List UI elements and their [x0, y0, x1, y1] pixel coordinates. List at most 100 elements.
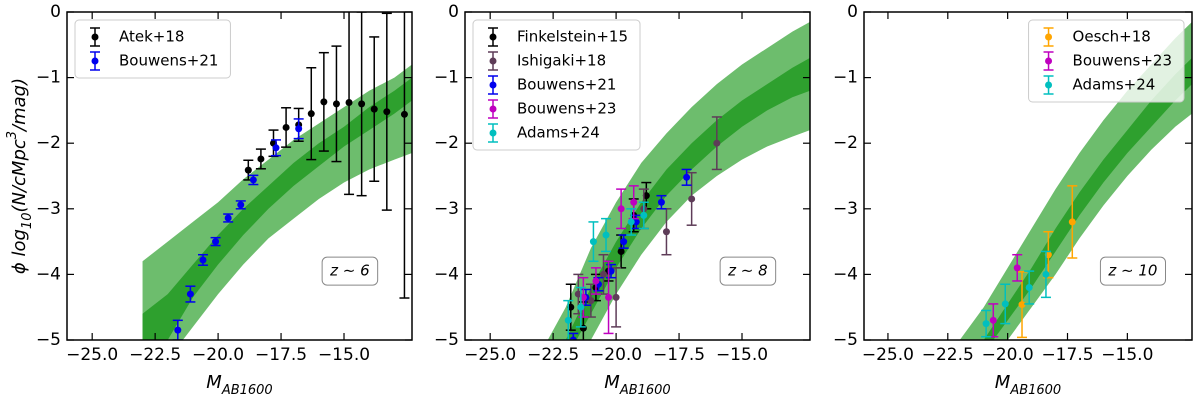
y-label-part: (N/cMpc: [9, 139, 30, 212]
marker: [630, 198, 638, 206]
marker: [358, 100, 366, 108]
marker: [577, 303, 585, 311]
x-axis-label: MAB1600: [995, 372, 1061, 398]
annotation: z ∼ 8: [727, 262, 768, 280]
legend-label: Ishigaki+18: [517, 52, 606, 70]
plot-area: [142, 12, 412, 340]
marker: [282, 123, 290, 131]
marker: [688, 195, 696, 203]
marker: [370, 105, 378, 113]
annotation-box: [1099, 256, 1166, 286]
marker: [989, 316, 997, 324]
annotation: z ∼ 10: [1107, 262, 1157, 280]
marker: [662, 228, 670, 236]
marker: [237, 201, 245, 209]
marker: [592, 277, 600, 285]
marker: [1001, 300, 1009, 308]
x-tick-label: −15.0: [1101, 345, 1153, 365]
marker: [683, 173, 691, 181]
x-tick-label: −20.0: [982, 345, 1034, 365]
y-tick-label: 0: [50, 2, 61, 22]
marker: [602, 231, 610, 239]
marker: [982, 320, 990, 328]
legend-marker: [1045, 57, 1053, 65]
y-label-part: ϕ log: [9, 229, 30, 274]
marker: [579, 293, 587, 301]
marker: [332, 100, 340, 108]
marker: [627, 218, 635, 226]
legend-marker: [489, 33, 497, 41]
legend-label: Oesch+18: [1073, 28, 1151, 46]
y-tick-label: −5: [434, 330, 459, 350]
x-tick-label: −25.0: [862, 345, 914, 365]
legend-label: Adams+24: [1073, 76, 1156, 94]
x-label-part: AB1600: [1009, 383, 1061, 398]
legend-marker: [489, 81, 497, 89]
legend-label: Bouwens+23: [517, 100, 616, 118]
marker: [400, 110, 408, 118]
y-tick-label: −4: [36, 264, 61, 284]
marker: [589, 238, 597, 246]
x-label-part: AB1600: [619, 383, 671, 398]
marker: [1013, 264, 1021, 272]
marker: [244, 166, 252, 174]
y-tick-label: 0: [448, 2, 459, 22]
marker: [564, 316, 572, 324]
y-tick-label: −4: [434, 264, 459, 284]
legend-marker: [1045, 33, 1053, 41]
y-tick-label: 0: [847, 2, 858, 22]
axes-frame: [66, 11, 413, 341]
y-axis-label: ϕ log10(N/cMpc3/mag): [5, 78, 35, 274]
marker: [383, 108, 391, 116]
y-tick-label: −4: [833, 264, 858, 284]
marker: [569, 336, 577, 340]
axes-frame: [464, 11, 811, 341]
annotation: z ∼ 6: [329, 262, 370, 280]
axes-frame: [863, 11, 1193, 341]
marker: [574, 290, 582, 298]
marker: [640, 211, 648, 219]
x-tick-label: −25.0: [66, 345, 118, 365]
legend-box: [1028, 19, 1185, 103]
marker: [605, 293, 613, 301]
legend-marker: [489, 57, 497, 65]
y-tick-label: −1: [36, 68, 61, 88]
y-tick-label: −1: [434, 68, 459, 88]
y-tick-label: −5: [36, 330, 61, 350]
marker: [295, 125, 303, 133]
y-tick-label: −2: [434, 133, 459, 153]
y-label-part: 3: [5, 131, 20, 139]
marker: [567, 303, 575, 311]
y-tick-label: −5: [833, 330, 858, 350]
x-label-part: AB1600: [221, 383, 273, 398]
y-tick-label: −2: [36, 133, 61, 153]
marker: [320, 98, 328, 106]
x-label-part: M: [995, 372, 1011, 393]
legend-box: [74, 19, 231, 79]
marker: [620, 238, 628, 246]
legend-marker: [489, 105, 497, 113]
legend-label: Atek+18: [119, 28, 184, 46]
marker: [199, 256, 207, 264]
x-tick-label: −17.5: [255, 345, 307, 365]
y-label-part: /mag): [9, 78, 30, 133]
x-tick-label: −22.5: [527, 345, 579, 365]
plot-area: [547, 21, 810, 340]
legend-label: Bouwens+23: [1073, 52, 1172, 70]
marker: [600, 270, 608, 278]
x-tick-label: −17.5: [653, 345, 705, 365]
legend: Atek+18 Bouwens+21: [74, 19, 231, 79]
marker: [607, 267, 615, 275]
marker: [713, 139, 721, 147]
y-tick-label: −3: [434, 199, 459, 219]
marker: [1025, 284, 1033, 292]
marker: [612, 293, 620, 301]
legend-label: Bouwens+21: [119, 52, 218, 70]
legend-label: Finkelstein+15: [517, 28, 628, 46]
marker: [587, 297, 595, 305]
y-tick-label: −1: [833, 68, 858, 88]
x-tick-label: −17.5: [1041, 345, 1093, 365]
x-tick-label: −22.5: [129, 345, 181, 365]
